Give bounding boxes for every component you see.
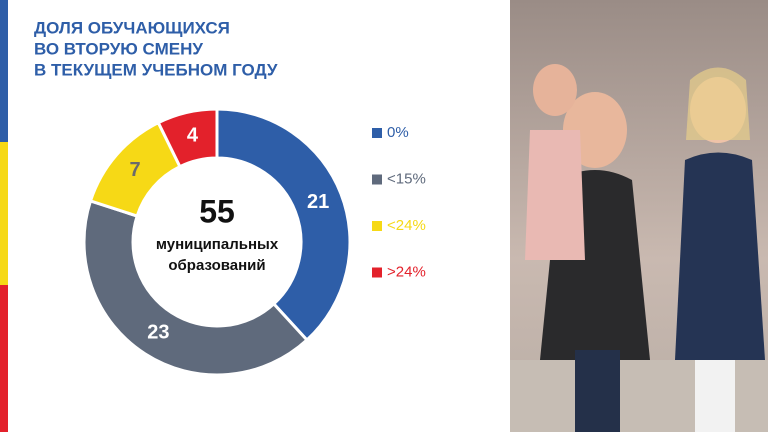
donut-segment [156, 107, 219, 169]
legend-label: 0% [387, 124, 409, 141]
value-label: 7 [129, 159, 140, 181]
chart-title: ДОЛЯ ОБУЧАЮЩИХСЯ [34, 18, 230, 37]
value-label: 21 [307, 191, 329, 213]
legend-label: >24% [387, 263, 426, 280]
chart-title: ВО ВТОРУЮ СМЕНУ [34, 39, 203, 58]
legend-swatch [372, 267, 382, 278]
edge-bar [0, 0, 8, 142]
edge-bar [0, 285, 8, 432]
donut-segment [215, 107, 352, 343]
center-label: образований [168, 257, 265, 274]
chart-title: В ТЕКУЩЕМ УЧЕБНОМ ГОДУ [34, 60, 278, 79]
legend-label: <24% [387, 217, 426, 234]
photo [510, 0, 768, 432]
center-label: муниципальных [156, 236, 279, 253]
center-value: 55 [199, 193, 235, 229]
legend-swatch [372, 221, 382, 231]
legend-swatch [372, 174, 382, 185]
donut-segment [82, 199, 310, 377]
legend-label: <15% [387, 170, 426, 187]
legend-swatch [372, 128, 382, 138]
value-label: 4 [187, 125, 199, 147]
value-label: 23 [147, 322, 169, 344]
edge-bar [0, 142, 8, 285]
